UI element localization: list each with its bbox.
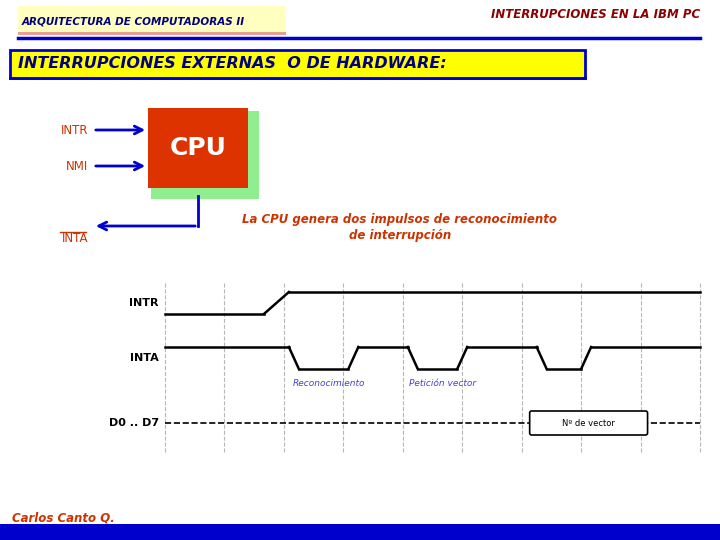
Text: ARQUITECTURA DE COMPUTADORAS II: ARQUITECTURA DE COMPUTADORAS II [22,17,245,27]
Text: de interrupción: de interrupción [349,230,451,242]
Text: INTA: INTA [130,353,159,363]
Text: INTR: INTR [130,298,159,308]
Text: INTERRUPCIONES EXTERNAS  O DE HARDWARE:: INTERRUPCIONES EXTERNAS O DE HARDWARE: [18,57,446,71]
Text: NMI: NMI [66,159,88,172]
Text: INTA: INTA [61,232,88,245]
Text: CPU: CPU [170,136,226,160]
Text: Nº de vector: Nº de vector [562,418,615,428]
Text: La CPU genera dos impulsos de reconocimiento: La CPU genera dos impulsos de reconocimi… [243,213,557,226]
Bar [18,6,286,32]
Text: Carlos Canto Q.: Carlos Canto Q. [12,511,114,524]
Bar [0,524,720,540]
Bar [151,111,259,199]
Text: INTR: INTR [60,124,88,137]
Bar [18,25,286,35]
Text: Reconocimiento: Reconocimiento [292,379,365,388]
FancyBboxPatch shape [530,411,647,435]
Text: INTERRUPCIONES EN LA IBM PC: INTERRUPCIONES EN LA IBM PC [491,9,700,22]
Bar [148,108,248,188]
Bar [10,50,585,78]
Text: D0 .. D7: D0 .. D7 [109,418,159,428]
Text: Petición vector: Petición vector [409,379,476,388]
